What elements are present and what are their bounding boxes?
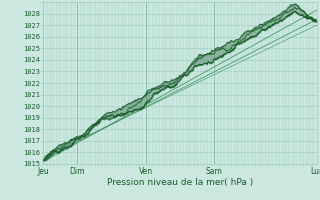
X-axis label: Pression niveau de la mer( hPa ): Pression niveau de la mer( hPa ) xyxy=(107,178,253,187)
